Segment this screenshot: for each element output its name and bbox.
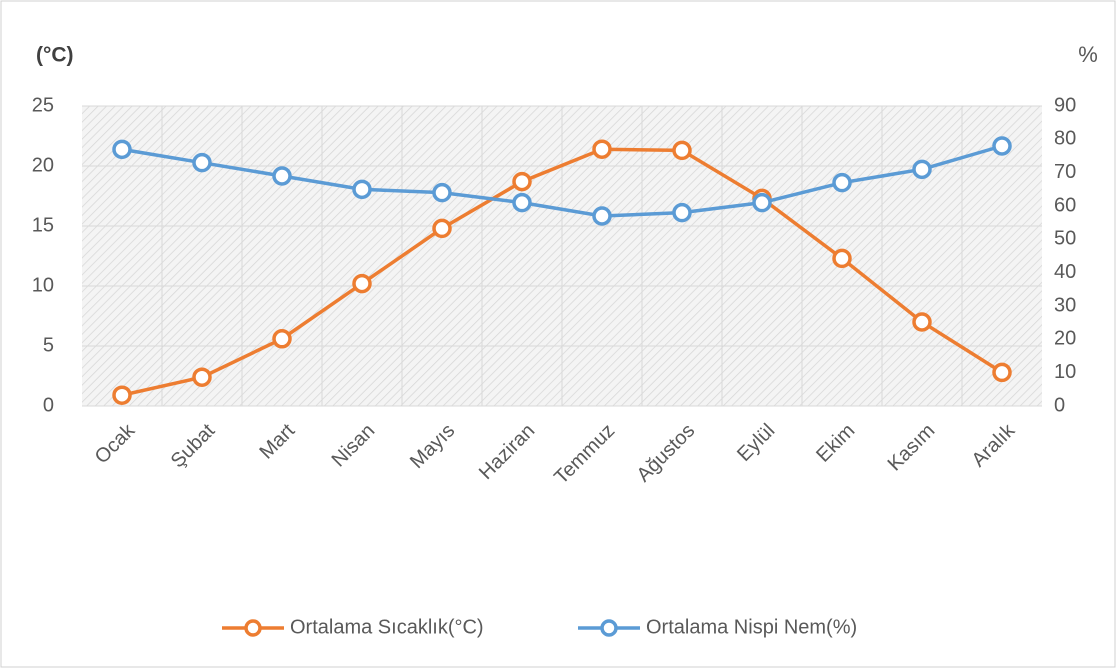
marker xyxy=(432,182,452,203)
marker xyxy=(832,172,852,193)
y-tick-label: 25 xyxy=(32,94,54,116)
legend-marker xyxy=(244,619,262,637)
marker xyxy=(192,152,212,173)
marker xyxy=(992,362,1012,383)
y2-tick-label: 90 xyxy=(1054,94,1076,116)
legend-label: Ortalama Sıcaklık(°C) xyxy=(290,616,484,638)
marker xyxy=(272,166,292,186)
marker xyxy=(112,139,132,160)
y-tick-label: 10 xyxy=(32,274,54,296)
marker xyxy=(912,312,932,332)
legend-marker xyxy=(600,619,618,637)
marker xyxy=(512,192,532,213)
marker xyxy=(432,218,452,239)
marker xyxy=(192,367,212,387)
legend-label: Ortalama Nispi Nem(%) xyxy=(646,616,857,638)
y-tick-label: 0 xyxy=(43,394,54,416)
series-line xyxy=(121,144,1003,218)
y2-tick-label: 60 xyxy=(1054,194,1076,216)
y2-tick-label: 0 xyxy=(1054,394,1065,416)
y-axis-label: (°C) xyxy=(36,44,74,67)
y-tick-label: 5 xyxy=(43,334,54,356)
y2-axis-label: % xyxy=(1078,42,1098,67)
marker xyxy=(352,179,372,200)
y2-tick-label: 20 xyxy=(1054,328,1076,350)
marker xyxy=(352,273,372,294)
marker xyxy=(672,202,692,223)
marker xyxy=(592,206,612,226)
y-tick-label: 20 xyxy=(32,154,54,176)
marker xyxy=(592,139,612,159)
y-tick-label: 15 xyxy=(32,214,54,236)
y2-tick-label: 50 xyxy=(1054,228,1076,250)
series-line xyxy=(121,147,1003,397)
marker xyxy=(992,136,1012,156)
marker xyxy=(912,159,932,180)
marker xyxy=(112,385,132,405)
y2-tick-label: 70 xyxy=(1054,161,1076,183)
y2-tick-label: 40 xyxy=(1054,261,1076,283)
y2-tick-label: 80 xyxy=(1054,128,1076,150)
marker xyxy=(752,192,772,213)
marker xyxy=(672,140,692,161)
marker xyxy=(512,171,532,192)
marker xyxy=(272,329,292,349)
y2-tick-label: 30 xyxy=(1054,294,1076,316)
marker xyxy=(832,248,852,269)
y2-tick-label: 10 xyxy=(1054,361,1076,383)
